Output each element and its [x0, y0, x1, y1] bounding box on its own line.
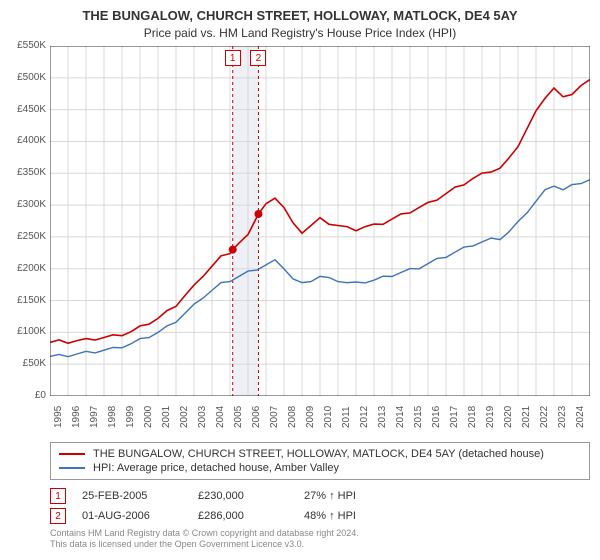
event-pct: 48% ↑ HPI — [304, 510, 414, 522]
x-axis-label: 2003 — [197, 406, 208, 428]
y-axis-label: £400K — [6, 135, 46, 146]
event-row: 2 01-AUG-2006 £286,000 48% ↑ HPI — [50, 506, 590, 526]
x-axis-label: 2017 — [449, 406, 460, 428]
event-date: 01-AUG-2006 — [82, 510, 192, 522]
up-arrow-icon: ↑ HPI — [329, 490, 356, 502]
y-axis-label: £200K — [6, 263, 46, 274]
chart-title-line2: Price paid vs. HM Land Registry's House … — [0, 26, 600, 40]
x-axis-label: 2012 — [359, 406, 370, 428]
x-axis-label: 1998 — [107, 406, 118, 428]
y-axis-label: £450K — [6, 104, 46, 115]
x-axis-label: 2018 — [467, 406, 478, 428]
footer-line2: This data is licensed under the Open Gov… — [50, 539, 590, 550]
legend-swatch — [59, 453, 85, 455]
chart-container: THE BUNGALOW, CHURCH STREET, HOLLOWAY, M… — [0, 0, 600, 560]
y-axis-label: £250K — [6, 231, 46, 242]
event-price: £286,000 — [198, 510, 298, 522]
event-date: 25-FEB-2005 — [82, 490, 192, 502]
x-axis-label: 1999 — [125, 406, 136, 428]
chart-title-line1: THE BUNGALOW, CHURCH STREET, HOLLOWAY, M… — [0, 8, 600, 23]
x-axis-label: 1996 — [71, 406, 82, 428]
x-axis-label: 2011 — [341, 406, 352, 428]
x-axis-label: 2006 — [251, 406, 262, 428]
legend: THE BUNGALOW, CHURCH STREET, HOLLOWAY, M… — [50, 442, 590, 480]
plot-area — [50, 46, 590, 396]
x-axis-label: 1995 — [53, 406, 64, 428]
y-axis-label: £550K — [6, 40, 46, 51]
event-price: £230,000 — [198, 490, 298, 502]
x-axis-label: 2024 — [575, 406, 586, 428]
y-axis-label: £350K — [6, 167, 46, 178]
events-table: 1 25-FEB-2005 £230,000 27% ↑ HPI 2 01-AU… — [50, 486, 590, 526]
x-axis-label: 2019 — [485, 406, 496, 428]
legend-text: HPI: Average price, detached house, Ambe… — [93, 462, 339, 474]
footer-line1: Contains HM Land Registry data © Crown c… — [50, 528, 590, 539]
event-row: 1 25-FEB-2005 £230,000 27% ↑ HPI — [50, 486, 590, 506]
x-axis-label: 2008 — [287, 406, 298, 428]
x-axis-label: 2002 — [179, 406, 190, 428]
x-axis-label: 2023 — [557, 406, 568, 428]
x-axis-label: 2016 — [431, 406, 442, 428]
x-axis-label: 2005 — [233, 406, 244, 428]
y-axis-label: £50K — [6, 358, 46, 369]
x-axis-label: 2014 — [395, 406, 406, 428]
x-axis-label: 2001 — [161, 406, 172, 428]
legend-swatch — [59, 467, 85, 469]
y-axis-label: £0 — [6, 390, 46, 401]
y-axis-label: £300K — [6, 199, 46, 210]
x-axis-label: 2009 — [305, 406, 316, 428]
legend-text: THE BUNGALOW, CHURCH STREET, HOLLOWAY, M… — [93, 448, 544, 460]
up-arrow-icon: ↑ HPI — [329, 510, 356, 522]
x-axis-label: 2022 — [539, 406, 550, 428]
x-axis-label: 2004 — [215, 406, 226, 428]
plot-event-marker: 2 — [250, 50, 266, 66]
footer: Contains HM Land Registry data © Crown c… — [50, 528, 590, 551]
event-marker: 2 — [50, 508, 66, 524]
legend-item: THE BUNGALOW, CHURCH STREET, HOLLOWAY, M… — [59, 447, 581, 461]
x-axis-label: 2021 — [521, 406, 532, 428]
x-axis-label: 2010 — [323, 406, 334, 428]
x-axis-label: 2020 — [503, 406, 514, 428]
event-marker: 1 — [50, 488, 66, 504]
x-axis-label: 2015 — [413, 406, 424, 428]
legend-item: HPI: Average price, detached house, Ambe… — [59, 461, 581, 475]
x-axis-label: 2013 — [377, 406, 388, 428]
y-axis-label: £150K — [6, 295, 46, 306]
x-axis-label: 2007 — [269, 406, 280, 428]
y-axis-label: £500K — [6, 72, 46, 83]
x-axis-label: 1997 — [89, 406, 100, 428]
x-axis-label: 2000 — [143, 406, 154, 428]
y-axis-label: £100K — [6, 326, 46, 337]
event-pct: 27% ↑ HPI — [304, 490, 414, 502]
plot-event-marker: 1 — [225, 50, 241, 66]
